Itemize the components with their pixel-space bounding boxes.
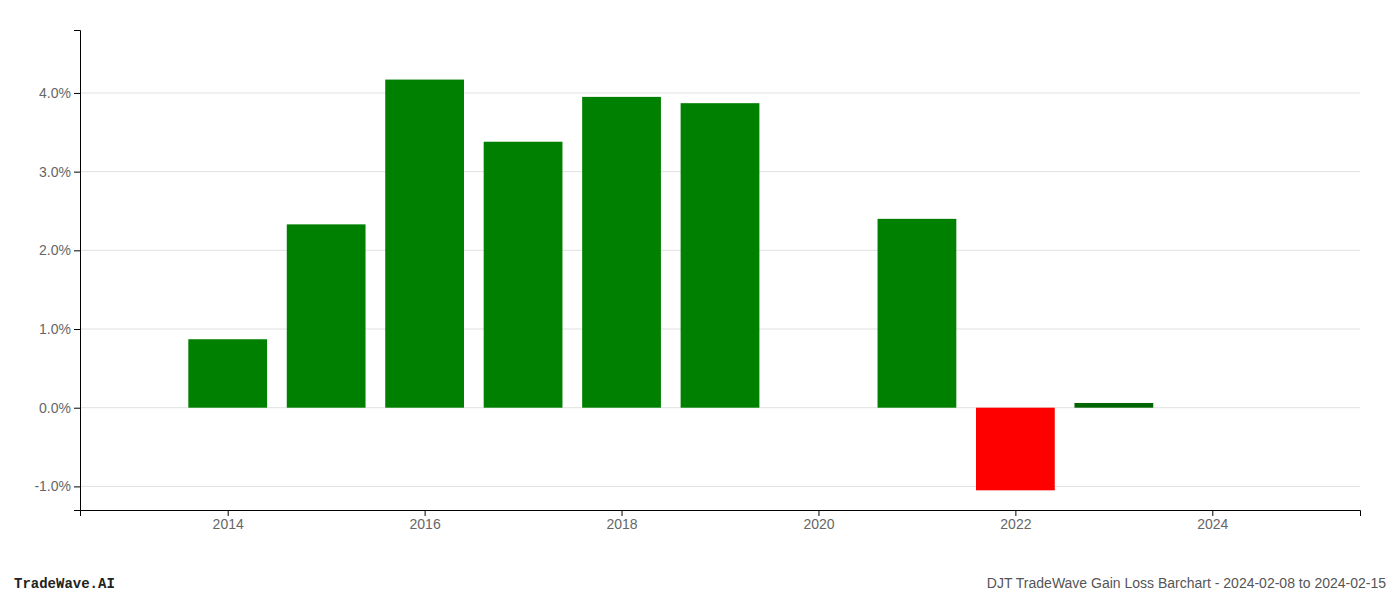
grid-line [80,486,1360,487]
tick-label: 4.0% [39,85,71,101]
tick-label: 2022 [1000,516,1031,532]
tick-label: 2018 [606,516,637,532]
x-tick: 2022 [1000,510,1031,532]
footer-right: DJT TradeWave Gain Loss Barchart - 2024-… [987,575,1386,591]
tick-label: 3.0% [39,164,71,180]
y-tick: 4.0% [39,85,80,101]
bar [484,142,563,408]
x-tick: 2024 [1197,510,1228,532]
y-tick: 1.0% [39,321,80,337]
tick-label: 1.0% [39,321,71,337]
chart: 2014 2016 2018 2020 2022 2024 -1.0% 0.0% 1.0% 2.0… [0,0,1400,600]
tick-mark [74,172,80,173]
axis-line [81,511,1361,517]
bar [385,80,464,408]
y-axis: -1.0% 0.0% 1.0% 2.0% 3.0% 4.0% [34,31,80,511]
tick-label: 2020 [803,516,834,532]
x-tick: 2020 [803,510,834,532]
bar [878,219,957,408]
tick-label: 0.0% [39,400,71,416]
x-tick: 2014 [213,510,244,532]
bar [681,103,760,408]
tick-label: 2.0% [39,242,71,258]
tick-label: 2014 [213,516,244,532]
grid [80,93,1360,486]
bar [188,339,267,407]
bar [1074,403,1153,408]
tick-mark [74,486,80,487]
tick-label: 2016 [410,516,441,532]
bar [976,408,1055,491]
y-tick: -1.0% [34,478,80,494]
footer-left: TradeWave.AI [14,576,115,592]
tick-mark [74,329,80,330]
tick-label: -1.0% [34,478,71,494]
plot-area [188,80,1153,491]
y-tick: 3.0% [39,164,80,180]
tick-mark [74,408,80,409]
x-tick: 2018 [606,510,637,532]
tick-mark [74,93,80,94]
bar [582,97,661,408]
y-tick: 0.0% [39,400,80,416]
tick-label: 2024 [1197,516,1228,532]
tick-mark [74,250,80,251]
x-tick: 2016 [410,510,441,532]
y-tick: 2.0% [39,242,80,258]
axis-line [74,31,81,511]
x-axis: 2014 2016 2018 2020 2022 2024 [81,510,1361,532]
bar [287,224,366,407]
grid-line [80,92,1360,93]
